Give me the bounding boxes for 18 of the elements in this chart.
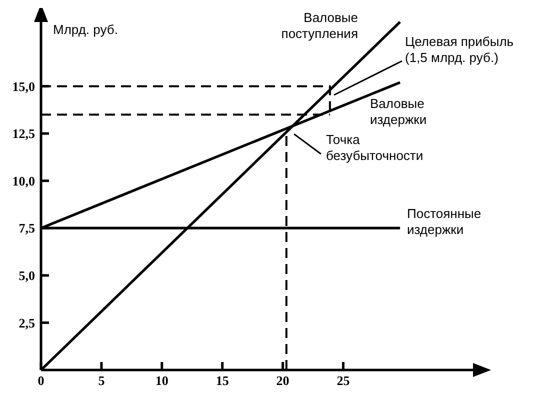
annotation: Точка безубыточности [326,132,424,163]
x-tick-label: 20 [276,373,290,388]
y-tick-label: 10,0 [12,173,35,188]
annotation: Постоянные издержки [407,206,482,237]
annotation: Валовые издержки [370,96,427,127]
x-tick-label: 15 [216,373,230,388]
y-axis-title: Млрд. руб. [53,22,118,37]
y-tick-label: 12,5 [12,126,36,142]
x-tick-label: 5 [98,373,106,388]
annotation: Целевая прибыль (1,5 млрд. руб.) [405,34,514,65]
y-tick-label: 15,0 [12,78,35,94]
x-tick-label: 0 [38,373,44,388]
y-tick-label: 7,5 [18,220,36,236]
y-tick-label: 5,0 [18,268,35,284]
x-tick-label: 25 [336,373,350,388]
y-tick-label: 2,5 [18,315,36,330]
x-tick-label: 10 [155,373,168,388]
annotation: Валовые поступления [281,10,358,41]
